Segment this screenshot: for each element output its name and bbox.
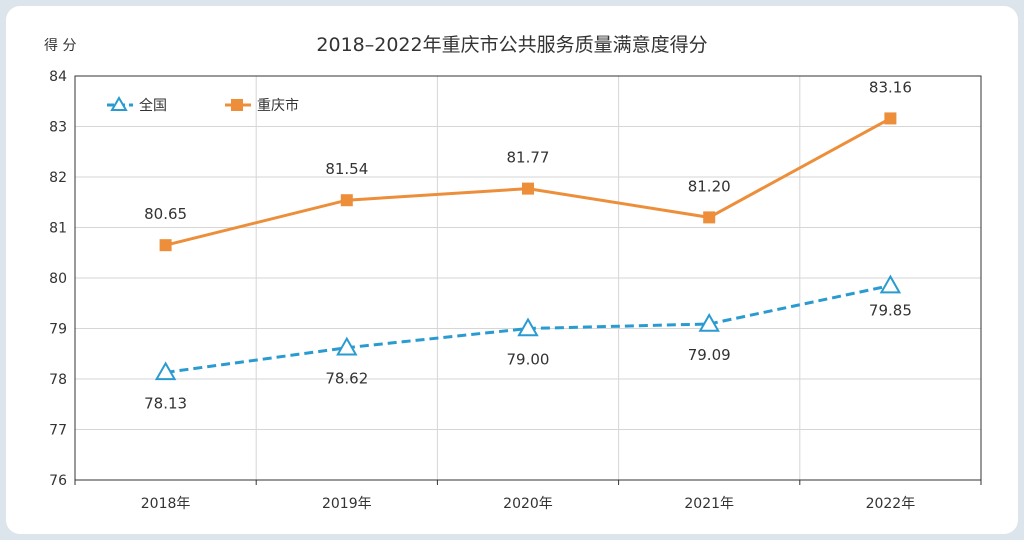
legend-square-marker	[231, 99, 243, 111]
data-point	[522, 182, 534, 195]
data-label: 79.85	[869, 302, 912, 320]
x-tick-label: 2022年	[866, 496, 916, 512]
y-tick-label: 78	[49, 372, 67, 388]
data-label: 79.09	[688, 346, 731, 364]
data-labels: 78.13 78.62 79.00 79.09 79.85 80.65 81.54 81.77…	[144, 78, 912, 412]
x-tick-label: 2019年	[322, 496, 372, 512]
chart-title: 2018–2022年重庆市公共服务质量满意度得分	[316, 34, 707, 56]
plot-border	[74, 75, 982, 481]
series-line-1	[165, 117, 892, 247]
x-tick-label: 2021年	[684, 496, 734, 512]
y-tick-label: 83	[49, 120, 67, 136]
legend-label: 全国	[139, 97, 167, 114]
data-point	[340, 194, 353, 207]
data-label: 81.20	[688, 177, 731, 195]
chart-frame: 2018–2022年重庆市公共服务质量满意度得分 得 分 76 77 78 79 80 8…	[6, 6, 1018, 534]
data-label: 79.00	[507, 351, 550, 369]
legend-label: 重庆市	[257, 97, 299, 114]
data-label: 81.54	[325, 160, 368, 178]
data-point	[159, 239, 172, 252]
grid	[75, 75, 981, 481]
y-tick-label: 84	[49, 69, 67, 85]
legend: 全国 重庆市	[107, 96, 299, 114]
series	[154, 112, 902, 381]
data-label: 81.77	[507, 149, 550, 167]
data-point	[703, 211, 716, 224]
axes: 76 77 78 79 80 81 82 83 84 2018年 2019年 2020年 2021年 20…	[49, 69, 982, 512]
legend-triangle-marker	[110, 96, 128, 111]
x-tick-label: 2018年	[141, 496, 191, 512]
data-point	[698, 312, 720, 332]
data-label: 78.62	[325, 370, 368, 388]
x-tick-label: 2020年	[503, 496, 553, 512]
y-tick-label: 79	[49, 322, 67, 338]
data-point	[517, 317, 539, 337]
data-label: 80.65	[144, 205, 187, 223]
data-point	[336, 336, 358, 356]
line-chart: 2018–2022年重庆市公共服务质量满意度得分 得 分 76 77 78 79 80 8…	[44, 34, 982, 512]
data-point	[879, 274, 902, 294]
data-point	[884, 112, 897, 125]
data-label: 83.16	[869, 78, 912, 96]
y-axis-unit: 得 分	[44, 37, 76, 54]
y-tick-label: 76	[49, 473, 67, 489]
y-tick-label: 77	[49, 423, 67, 439]
y-tick-label: 82	[49, 170, 67, 186]
y-tick-label: 80	[49, 271, 67, 287]
y-tick-label: 81	[49, 221, 67, 237]
data-label: 78.13	[144, 394, 187, 412]
data-point	[154, 361, 177, 381]
